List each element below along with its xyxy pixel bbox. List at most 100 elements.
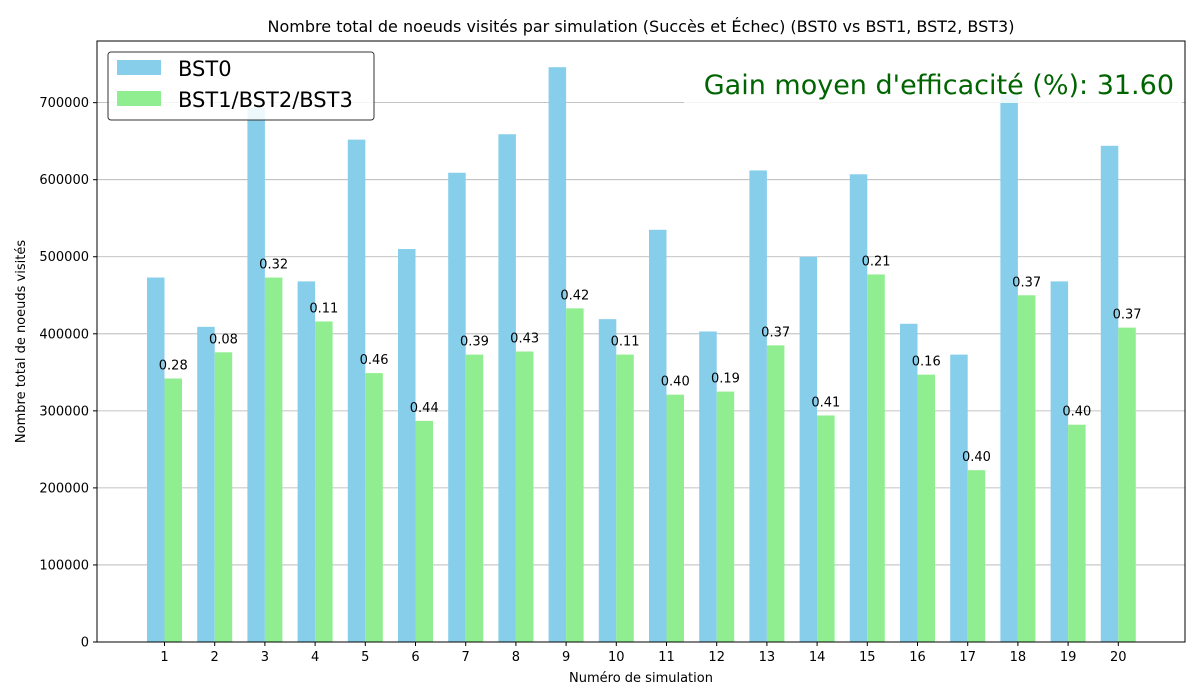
bar-value-label-sim-11: 0.40: [661, 375, 690, 390]
bar-bst0-sim-13: [749, 170, 767, 642]
bar-value-label-sim-8: 0.43: [510, 332, 539, 347]
y-tick-label: 200000: [39, 481, 89, 496]
bar-bst1-bst2-bst3-sim-2: [214, 352, 233, 642]
bar-bst0-sim-6: [398, 249, 416, 643]
y-tick-label: 400000: [39, 327, 89, 342]
bar-bst0-sim-11: [649, 229, 667, 642]
bar-bst1-bst2-bst3-sim-11: [666, 394, 684, 642]
bar-bst1-bst2-bst3-sim-18: [1017, 295, 1036, 642]
bar-bst0-sim-4: [297, 281, 316, 642]
y-tick-label: 300000: [39, 404, 89, 419]
bar-bst0-sim-3: [247, 108, 265, 643]
x-tick-label: 8: [512, 650, 520, 665]
bar-bst1-bst2-bst3-sim-10: [616, 354, 634, 642]
bar-bst1-bst2-bst3-sim-20: [1118, 327, 1136, 642]
x-tick-label: 3: [261, 650, 269, 665]
x-tick-label: 19: [1060, 650, 1077, 665]
bar-value-label-sim-10: 0.11: [611, 335, 640, 350]
chart-title: Nombre total de noeuds visités par simul…: [268, 17, 1015, 36]
bar-value-label-sim-1: 0.28: [159, 358, 188, 373]
bar-bst0-sim-7: [448, 172, 466, 642]
bar-value-label-sim-20: 0.37: [1113, 308, 1142, 323]
bar-bst0-sim-12: [699, 331, 717, 642]
bar-bst0-sim-19: [1050, 281, 1069, 642]
bar-value-labels: 0.28 0.08 0.32 0.11 0.46 0.44 0.39 0.43 0.42 0.11…: [159, 254, 1142, 465]
x-tick-label: 14: [809, 650, 826, 665]
x-tick-label: 5: [361, 650, 369, 665]
x-tick-label: 9: [562, 650, 570, 665]
bar-value-label-sim-17: 0.40: [962, 450, 991, 465]
legend-label-bst0: BST0: [178, 57, 232, 81]
bar-bst1-bst2-bst3-sim-15: [867, 274, 885, 642]
y-tick-label: 700000: [39, 96, 89, 111]
bar-bst0-sim-18: [1000, 94, 1018, 642]
y-tick-label: 600000: [39, 173, 89, 188]
bar-bst1-bst2-bst3-sim-6: [415, 420, 433, 642]
x-tick-label: 2: [211, 650, 219, 665]
x-tick-label: 6: [411, 650, 419, 665]
bar-bst1-bst2-bst3-sim-1: [164, 378, 182, 642]
bar-bst1-bst2-bst3-sim-16: [917, 374, 935, 642]
bar-value-label-sim-9: 0.42: [560, 288, 589, 303]
x-axis-label: Numéro de simulation: [569, 671, 713, 686]
bar-value-label-sim-15: 0.21: [862, 254, 891, 269]
x-tick-label: 16: [909, 650, 926, 665]
bar-bst0-sim-5: [347, 139, 366, 642]
bar-value-label-sim-18: 0.37: [1012, 275, 1041, 290]
bar-bst0-sim-10: [598, 319, 617, 642]
gain-annotation-text: Gain moyen d'efficacité (%): 31.60: [704, 70, 1174, 101]
bar-bst0-sim-16: [900, 323, 918, 642]
x-axis-ticks: 1 2 3 4 5 6 7 8 9 10 11 12 13 14 15 16 17 18 19 20: [160, 642, 1127, 665]
bar-value-label-sim-6: 0.44: [410, 401, 439, 416]
bar-bst1-bst2-bst3-sim-13: [766, 345, 785, 642]
bar-value-label-sim-13: 0.37: [761, 325, 790, 340]
bar-bst1-bst2-bst3-sim-8: [515, 351, 534, 642]
bar-value-label-sim-4: 0.11: [309, 301, 338, 316]
x-tick-label: 7: [462, 650, 470, 665]
bar-bst1-bst2-bst3-sim-17: [967, 470, 986, 642]
gain-annotation: Gain moyen d'efficacité (%): 31.60: [684, 65, 1182, 103]
bar-value-label-sim-19: 0.40: [1062, 405, 1091, 420]
bar-bst0-sim-9: [548, 67, 567, 642]
legend-swatch-bst0: [117, 60, 161, 75]
legend-box: [107, 51, 375, 121]
bar-value-label-sim-5: 0.46: [360, 353, 389, 368]
gain-annotation-background: [684, 65, 1182, 103]
bar-bst0-sim-1: [147, 277, 165, 642]
x-tick-label: 18: [1010, 650, 1027, 665]
legend-label-bst1-bst2-bst3: BST1/BST2/BST3: [178, 88, 353, 112]
legend-swatch-bst1-bst2-bst3: [117, 91, 161, 106]
x-tick-label: 13: [759, 650, 776, 665]
legend: BST0 BST1/BST2/BST3: [107, 51, 375, 121]
bar-bst1-bst2-bst3-sim-14: [817, 415, 835, 642]
x-tick-label: 20: [1110, 650, 1127, 665]
bar-value-label-sim-7: 0.39: [460, 335, 489, 350]
bars: [147, 67, 1136, 643]
bar-bst0-sim-2: [197, 326, 215, 642]
y-tick-label: 0: [81, 636, 89, 651]
bar-bst1-bst2-bst3-sim-5: [365, 373, 383, 642]
bar-value-label-sim-3: 0.32: [259, 258, 288, 273]
bar-bst1-bst2-bst3-sim-9: [566, 308, 584, 642]
y-axis-ticks: 0 100000 200000 300000 400000 500000 600000 700…: [39, 96, 97, 651]
x-tick-label: 4: [311, 650, 319, 665]
bar-value-label-sim-2: 0.08: [209, 332, 238, 347]
bar-bst1-bst2-bst3-sim-4: [315, 321, 333, 642]
y-tick-label: 500000: [39, 250, 89, 265]
x-tick-label: 11: [658, 650, 675, 665]
y-tick-label: 100000: [39, 558, 89, 573]
y-axis-label: Nombre total de noeuds visités: [14, 240, 29, 443]
bar-bst1-bst2-bst3-sim-7: [465, 354, 484, 642]
x-tick-label: 17: [959, 650, 976, 665]
bar-bst1-bst2-bst3-sim-12: [716, 391, 735, 642]
bar-bst0-sim-8: [498, 134, 516, 642]
bar-bst0-sim-17: [950, 354, 968, 642]
bar-bst0-sim-15: [849, 174, 868, 643]
x-tick-label: 1: [160, 650, 168, 665]
bar-value-label-sim-16: 0.16: [912, 355, 941, 370]
x-tick-label: 10: [608, 650, 625, 665]
bar-bst0-sim-20: [1100, 145, 1119, 643]
x-tick-label: 12: [708, 650, 725, 665]
bar-value-label-sim-12: 0.19: [711, 372, 740, 387]
